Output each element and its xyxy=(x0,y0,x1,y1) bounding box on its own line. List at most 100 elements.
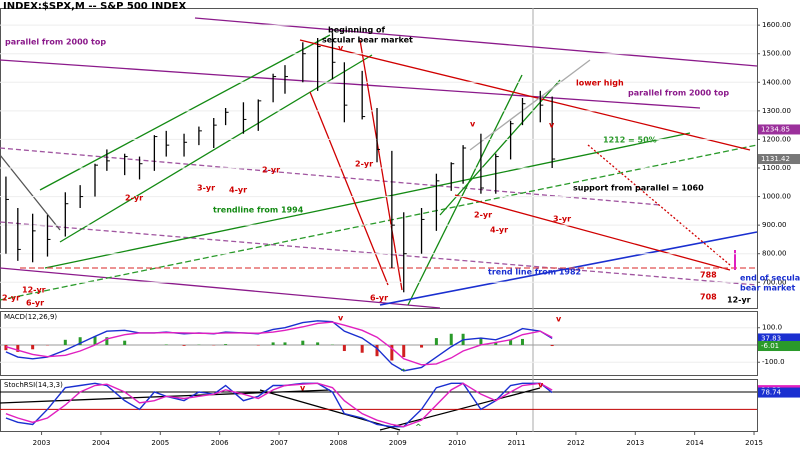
trendline xyxy=(0,144,758,301)
histogram-bar xyxy=(316,342,320,345)
annotation: 4-yr xyxy=(229,186,247,195)
annotation: 1212 = 50% xyxy=(603,136,657,145)
y-tick-label: 1500.00 xyxy=(762,50,791,58)
histogram-bar xyxy=(105,337,109,345)
annotation: v xyxy=(538,381,544,390)
histogram-bar xyxy=(375,344,379,357)
panel-title: MACD(12,26,9) xyxy=(4,313,57,321)
annotation: 3-yr xyxy=(197,184,215,193)
y-tick-label: 800.00 xyxy=(762,250,787,258)
histogram-bar xyxy=(93,336,97,345)
histogram-bar xyxy=(224,344,228,345)
histogram-bar xyxy=(164,344,168,345)
histogram-bar xyxy=(494,342,498,345)
annotation: parallel from 2000 top xyxy=(5,38,106,47)
histogram-bar xyxy=(550,344,554,347)
histogram-bar xyxy=(509,339,513,345)
trendline xyxy=(44,132,691,269)
y-tick-label: 100.0 xyxy=(762,324,782,332)
histogram-bar xyxy=(420,344,424,348)
trendline xyxy=(259,389,401,431)
histogram-bar xyxy=(360,344,364,353)
histogram-bar xyxy=(256,344,260,346)
last-value-box xyxy=(758,154,800,165)
x-tick-label: 2015 xyxy=(745,439,763,447)
histogram-bar xyxy=(63,339,67,345)
annotation: 4-yr xyxy=(490,226,508,235)
histogram-bar xyxy=(271,342,275,345)
histogram-bar xyxy=(479,338,483,345)
trendline xyxy=(59,54,373,243)
y-tick-label: 1400.00 xyxy=(762,78,791,86)
trendline xyxy=(407,74,523,306)
indicator-line xyxy=(5,320,553,372)
x-tick-label: 2007 xyxy=(270,439,288,447)
annotation: 708 xyxy=(700,293,717,302)
trendline xyxy=(0,267,441,309)
annotation: 788 xyxy=(700,271,717,280)
y-tick-label: 1300.00 xyxy=(762,107,791,115)
trendline xyxy=(0,147,661,206)
histogram-bar xyxy=(449,333,453,345)
annotation: 6-yr xyxy=(26,299,44,308)
indicator-line xyxy=(5,321,553,366)
annotation: v xyxy=(556,315,562,324)
y-tick-label: 1200.00 xyxy=(762,135,791,143)
x-tick-label: 2012 xyxy=(567,439,585,447)
annotation: 12-yr xyxy=(22,286,46,295)
indicator-line xyxy=(5,382,553,428)
trendline xyxy=(379,231,758,306)
annotation: ^ xyxy=(400,368,407,377)
annotation: v xyxy=(338,314,344,323)
histogram-bar xyxy=(283,342,287,345)
last-value-box xyxy=(758,124,800,135)
annotation: beginning of xyxy=(328,26,385,35)
trendline xyxy=(0,59,701,109)
panel-title: StochRSI(14,3,3) xyxy=(4,381,63,389)
annotation: support from parallel = 1060 xyxy=(573,184,704,193)
histogram-bar xyxy=(402,344,406,358)
last-value-box xyxy=(758,387,800,398)
x-tick-label: 2008 xyxy=(330,439,348,447)
histogram-bar xyxy=(342,344,346,352)
trendline xyxy=(309,91,389,286)
histogram-bar xyxy=(16,344,20,352)
x-tick-label: 2014 xyxy=(686,439,704,447)
annotation: 6-yr xyxy=(370,294,388,303)
histogram-bar xyxy=(520,338,524,345)
histogram-bar xyxy=(301,340,305,345)
annotation: lower high xyxy=(576,79,624,88)
x-tick-label: 2003 xyxy=(33,439,51,447)
y-tick-label: 1000.00 xyxy=(762,193,791,201)
x-tick-label: 2009 xyxy=(389,439,407,447)
x-tick-label: 2005 xyxy=(151,439,169,447)
last-value-box xyxy=(758,341,800,352)
y-tick-label: 1100.00 xyxy=(762,164,791,172)
annotation: bear market xyxy=(740,284,795,293)
histogram-bar xyxy=(31,344,35,350)
trendline xyxy=(39,34,331,191)
macd-panel xyxy=(0,311,758,376)
histogram-bar xyxy=(434,338,438,345)
annotation: v xyxy=(470,120,476,129)
last-value-label: -6.01 xyxy=(761,342,779,350)
y-tick-label: 700.00 xyxy=(762,278,787,286)
x-tick-label: 2010 xyxy=(448,439,466,447)
annotation: 2-yr xyxy=(262,166,280,175)
trendline xyxy=(587,144,731,266)
last-value-label: 1234.85 xyxy=(761,125,790,133)
annotation: v xyxy=(549,121,555,130)
trendline xyxy=(454,194,731,271)
indicator-line xyxy=(5,382,553,428)
x-tick-label: 2011 xyxy=(508,439,526,447)
histogram-bar xyxy=(123,340,127,345)
x-tick-label: 2013 xyxy=(626,439,644,447)
histogram-bar xyxy=(78,337,82,345)
annotation: 2-yr xyxy=(125,194,143,203)
x-tick-label: 2006 xyxy=(211,439,229,447)
annotation: end of secular xyxy=(740,274,800,283)
annotation: v xyxy=(338,44,344,53)
last-value-label: 1131.42 xyxy=(761,155,790,163)
